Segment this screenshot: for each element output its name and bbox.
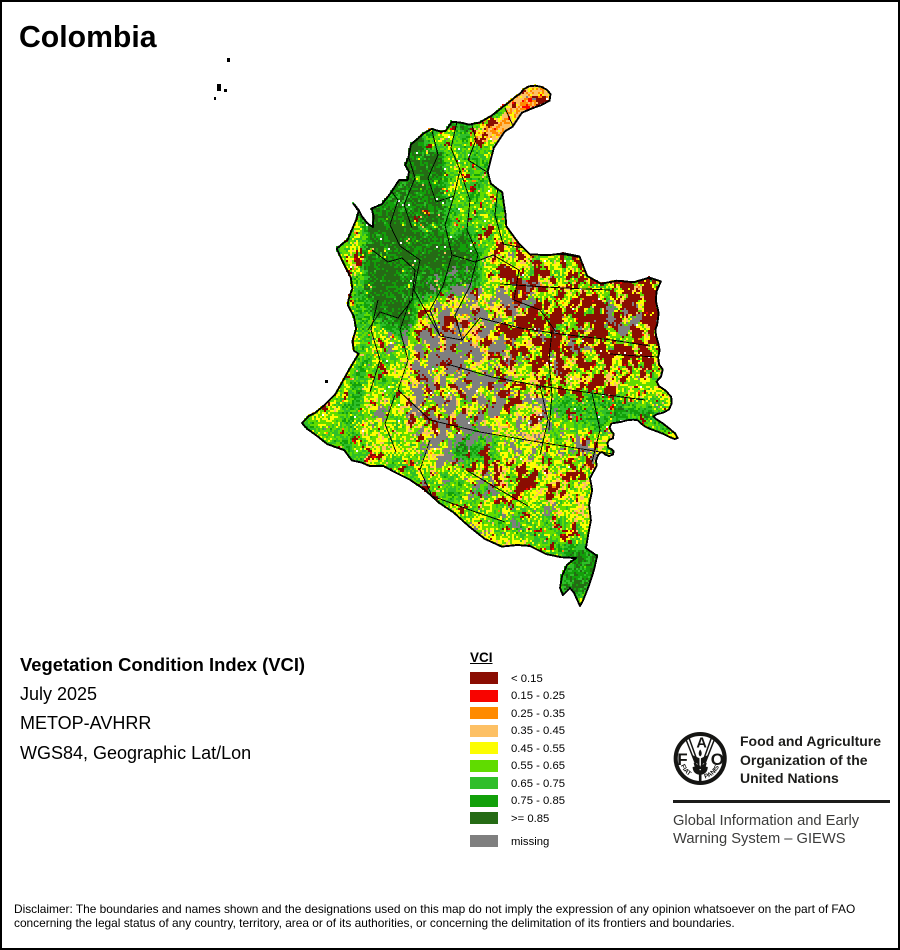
svg-text:O: O	[711, 750, 724, 769]
svg-text:F: F	[677, 750, 687, 769]
svg-text:A: A	[696, 736, 707, 752]
